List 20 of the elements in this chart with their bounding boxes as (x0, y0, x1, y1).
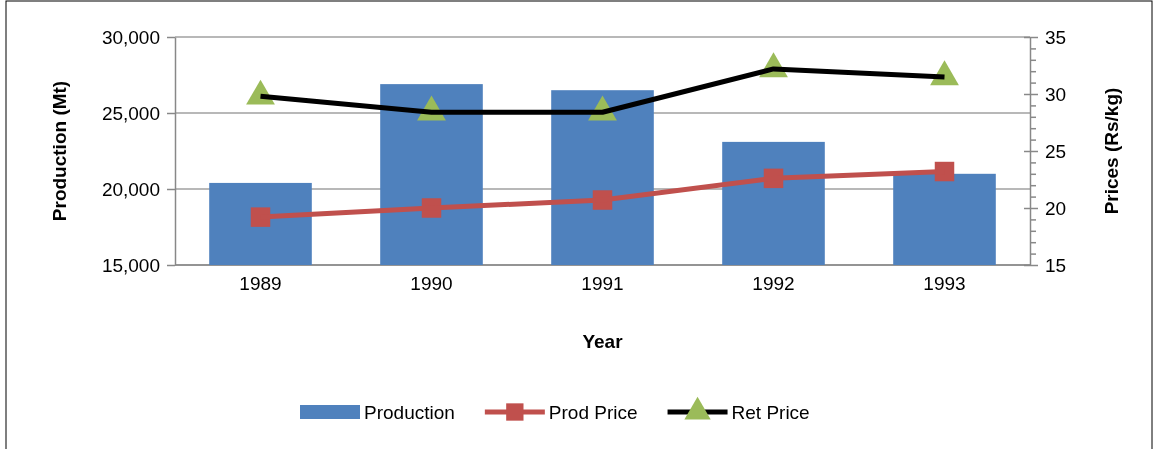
y-tick-label: 30,000 (101, 26, 160, 48)
y-axis-title: Production (Mt) (49, 80, 70, 222)
y2-tick-label: 35 (1045, 26, 1067, 48)
x-tick-label: 1992 (752, 273, 795, 294)
x-tick-label: 1990 (410, 273, 453, 294)
y-tick-label: 25,000 (101, 102, 160, 124)
y2-axis-title: Prices (Rs/kg) (1101, 87, 1122, 215)
y2-tick-label: 15 (1045, 254, 1067, 276)
x-tick-label: 1993 (923, 273, 966, 294)
y-tick-label: 15,000 (101, 254, 160, 276)
y2-tick-label: 20 (1045, 197, 1067, 219)
legend-label: Prod Price (548, 402, 638, 423)
legend-label: Ret Price (731, 402, 810, 423)
y2-tick-label: 30 (1045, 83, 1067, 105)
legend-label: Production (364, 402, 455, 423)
y-tick-label: 20,000 (101, 178, 160, 200)
x-axis-title: Year (582, 331, 624, 352)
y2-tick-label: 25 (1045, 140, 1067, 162)
x-tick-label: 1991 (581, 273, 624, 294)
x-tick-label: 1989 (239, 273, 282, 294)
